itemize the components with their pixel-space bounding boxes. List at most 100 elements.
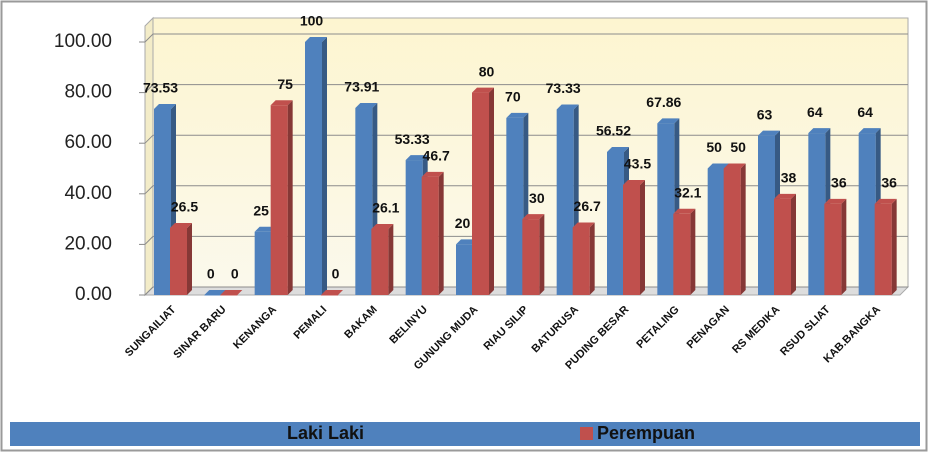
bar-top xyxy=(657,118,680,124)
data-label: 50 xyxy=(706,139,722,155)
bar xyxy=(220,295,238,296)
bar-top xyxy=(506,112,529,118)
bar xyxy=(204,295,222,296)
bar-side xyxy=(287,100,293,295)
grid-line xyxy=(144,84,908,93)
legend-swatch xyxy=(580,427,593,440)
bar-side xyxy=(388,223,394,295)
grid-line xyxy=(144,134,908,144)
bar-top xyxy=(220,290,243,295)
bar-side xyxy=(489,87,494,295)
data-label: 73.53 xyxy=(143,80,178,96)
data-label: 63 xyxy=(757,106,773,122)
bar-top xyxy=(623,179,645,185)
bar-top xyxy=(824,198,847,204)
bar-side xyxy=(690,208,696,295)
legend-label: Perempuan xyxy=(597,423,695,443)
data-label: 73.33 xyxy=(546,80,581,96)
bar-side xyxy=(740,163,746,295)
bar-top xyxy=(321,290,343,295)
bar-top xyxy=(204,290,227,295)
bar xyxy=(758,135,775,295)
bar-top xyxy=(723,163,746,169)
bar-side xyxy=(438,171,444,295)
data-label: 100 xyxy=(300,13,324,29)
data-label: 30 xyxy=(529,190,545,206)
data-label: 0 xyxy=(332,266,340,282)
bar xyxy=(874,203,892,295)
data-label: 73.91 xyxy=(344,79,379,95)
grid-line xyxy=(144,185,908,195)
data-label: 50 xyxy=(730,139,746,155)
bar-top xyxy=(572,222,595,228)
grid-line xyxy=(144,235,908,245)
bar-top xyxy=(421,171,444,177)
data-label: 64 xyxy=(857,104,873,120)
data-label: 32.1 xyxy=(674,184,701,200)
bar xyxy=(607,152,624,295)
side-wall xyxy=(144,16,154,297)
bar xyxy=(254,231,272,295)
bar-top xyxy=(522,214,545,220)
data-label: 26.1 xyxy=(372,200,399,216)
data-label: 0 xyxy=(207,266,215,282)
y-tick-label: 40.00 xyxy=(64,183,112,204)
bar-top xyxy=(607,147,629,153)
bar-top xyxy=(556,104,579,110)
bar xyxy=(623,184,640,295)
bar-top xyxy=(305,37,327,42)
bar-top xyxy=(673,208,696,214)
bar xyxy=(270,105,288,295)
bar-top xyxy=(774,193,796,199)
bar xyxy=(405,160,423,295)
data-label: 43.5 xyxy=(624,156,651,172)
bar-top xyxy=(371,223,394,229)
data-label: 67.86 xyxy=(646,94,681,110)
bar-side xyxy=(891,198,897,295)
bar-top xyxy=(405,155,428,161)
bar-top xyxy=(808,128,831,134)
bar xyxy=(774,198,791,295)
bar xyxy=(456,244,473,295)
legend-swatch xyxy=(270,427,283,440)
bar xyxy=(305,42,322,295)
y-tick-label: 0.00 xyxy=(75,284,112,305)
bar-top xyxy=(874,198,897,204)
data-label: 70 xyxy=(505,89,521,105)
y-tick-label: 60.00 xyxy=(64,132,112,153)
bar-top xyxy=(170,222,192,228)
grid-line xyxy=(144,286,908,296)
bar-top xyxy=(858,128,881,134)
bar xyxy=(556,109,574,295)
grid-line xyxy=(144,33,908,43)
y-tick-label: 100.00 xyxy=(54,31,112,52)
data-label: 80 xyxy=(479,63,495,79)
data-label: 20 xyxy=(455,215,471,231)
data-label: 46.7 xyxy=(423,148,450,164)
bar xyxy=(371,228,389,295)
bar xyxy=(673,213,691,295)
data-label: 0 xyxy=(231,266,239,282)
bar xyxy=(808,133,826,295)
bar-side xyxy=(841,198,847,295)
legend-label: Laki Laki xyxy=(287,423,364,443)
bar xyxy=(723,168,741,295)
bar xyxy=(472,92,489,295)
data-label: 53.33 xyxy=(395,131,430,147)
bar-top xyxy=(270,100,293,106)
bar-top xyxy=(758,130,780,136)
data-label: 26.7 xyxy=(574,198,601,214)
data-label: 36 xyxy=(831,175,847,191)
data-label: 25 xyxy=(253,202,269,218)
bar-top xyxy=(355,103,378,109)
bar xyxy=(154,108,171,295)
bar xyxy=(522,219,540,295)
bar xyxy=(321,295,338,296)
data-label: 56.52 xyxy=(596,123,631,139)
bar xyxy=(858,133,876,295)
bar-side xyxy=(640,179,645,295)
bar-side xyxy=(589,222,595,295)
bar xyxy=(707,168,725,295)
bar-side xyxy=(539,214,545,295)
